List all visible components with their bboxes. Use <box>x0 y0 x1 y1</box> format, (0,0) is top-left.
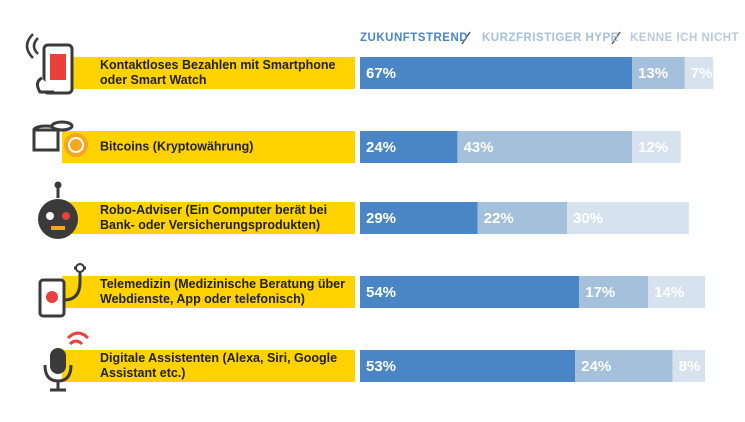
value-label: 14% <box>654 284 684 301</box>
legend-label: KURZFRISTIGER HYPE <box>482 32 619 44</box>
bar-segment <box>575 350 673 382</box>
bar-segment <box>579 276 649 308</box>
label-band <box>62 57 355 89</box>
legend-separator <box>461 31 471 45</box>
icon-coins <box>32 120 88 157</box>
bar-segment <box>684 57 714 89</box>
icon-telemedicine <box>38 263 86 318</box>
bar-segment <box>360 276 580 308</box>
label-band <box>62 276 355 308</box>
legend-label: ZUKUNFTSTREND <box>360 32 468 44</box>
bar-segment <box>360 350 576 382</box>
category-label: Digitale Assistenten (Alexa, Siri, Googl… <box>100 351 338 380</box>
category-label: Telemedizin (Medizinische Beratung über … <box>100 277 345 306</box>
icon-phone <box>25 33 74 95</box>
value-label: 54% <box>366 284 396 301</box>
value-label: 67% <box>366 65 396 82</box>
value-label: 43% <box>463 139 493 156</box>
bar-segment <box>360 131 458 163</box>
bar-segment <box>632 57 685 89</box>
bar-segment <box>457 131 633 163</box>
category-label: Robo-Adviser (Ein Computer berät bei Ban… <box>100 203 328 232</box>
value-label: 13% <box>638 65 668 82</box>
icon-robot <box>38 181 78 239</box>
value-label: 8% <box>679 358 701 375</box>
bar-segment <box>360 202 478 234</box>
value-label: 22% <box>484 210 514 227</box>
legend-separator <box>611 31 621 45</box>
value-label: 17% <box>585 284 615 301</box>
bar-segment <box>672 350 706 382</box>
value-label: 24% <box>366 139 396 156</box>
category-label: Bitcoins (Kryptowährung) <box>100 139 254 154</box>
label-bands <box>62 57 355 382</box>
category-label: Kontaktloses Bezahlen mit Smartphone ode… <box>100 58 336 87</box>
value-label: 30% <box>573 210 603 227</box>
value-label: 53% <box>366 358 396 375</box>
value-label: 12% <box>638 139 668 156</box>
label-band <box>62 131 355 163</box>
icons <box>25 33 90 392</box>
bar-segment <box>648 276 706 308</box>
value-label: 7% <box>691 65 713 82</box>
label-band <box>62 202 355 234</box>
bar-segment <box>360 57 633 89</box>
icon-microphone <box>43 331 90 392</box>
bar-segment <box>567 202 689 234</box>
legend-label: KENNE ICH NICHT <box>630 32 739 44</box>
label-band <box>62 350 355 382</box>
bar-segment <box>632 131 681 163</box>
bar-segment <box>477 202 568 234</box>
value-label: 29% <box>366 210 396 227</box>
value-label: 24% <box>581 358 611 375</box>
